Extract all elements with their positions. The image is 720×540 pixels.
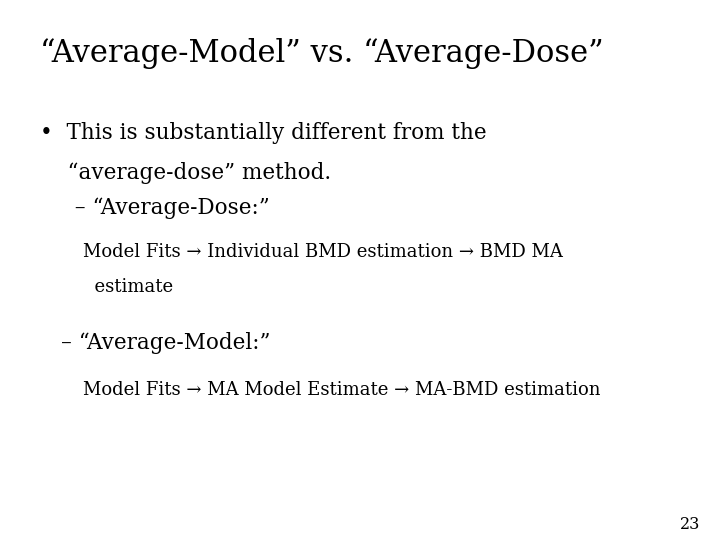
Text: “average-dose” method.: “average-dose” method. [40,162,330,184]
Text: 23: 23 [680,516,701,532]
Text: – “Average-Dose:”: – “Average-Dose:” [61,197,270,219]
Text: Model Fits → Individual BMD estimation → BMD MA: Model Fits → Individual BMD estimation →… [83,243,562,261]
Text: – “Average-Model:”: – “Average-Model:” [61,332,271,354]
Text: •  This is substantially different from the: • This is substantially different from t… [40,122,486,144]
Text: “Average-Model” vs. “Average-Dose”: “Average-Model” vs. “Average-Dose” [40,38,603,69]
Text: Model Fits → MA Model Estimate → MA-BMD estimation: Model Fits → MA Model Estimate → MA-BMD … [83,381,600,399]
Text: estimate: estimate [83,278,173,296]
